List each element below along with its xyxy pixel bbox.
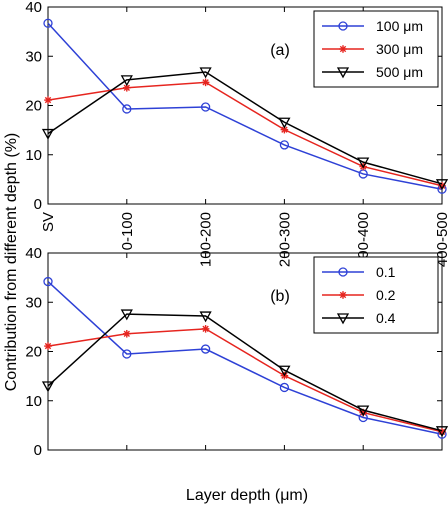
panel-2-y-tick-label: 30 [25,294,42,311]
panel-2-y-tick-label: 10 [25,393,42,410]
panel-1-legend-label-1: 100 μm [376,18,423,34]
x-axis-label: Layer depth (μm) [186,487,308,504]
panel-1-y-tick-label: 20 [25,98,42,115]
panel-2-series-3-point [435,426,448,438]
panel-2-legend-label-3: 0.4 [376,310,396,326]
panel-2-series-3-point [278,365,291,377]
panel-1-series-3-point [357,157,370,169]
panel-1-series-1-point [43,18,53,28]
panel-2-series-2-point [201,325,210,333]
panel-1-y-tick-label: 10 [25,147,42,164]
panel-1-series-2-point [44,96,52,104]
panel-1-label: (a) [270,42,290,59]
panel-1-series-3-point [278,117,291,129]
panel-1-series-2-point [201,78,210,87]
panel-1-series-3-point [41,128,55,140]
panel-2-series-1-line [47,281,443,435]
y-axis-label: Contribution from different depth (%) [3,133,20,392]
panel-2-series-1-point [43,276,53,287]
panel-2-series-3-point [41,381,55,393]
panel-1-legend-marker-3 [336,67,350,79]
panel-1-series-1-point [122,104,132,114]
panel-2-label: (b) [270,288,290,305]
panel-1-series-3-point [199,67,212,79]
panel-2-y-tick-label: 0 [34,442,42,459]
panel-1-series-3-line [47,71,443,185]
panel-1-legend-marker-2 [339,45,347,53]
panel-2-series-3-point [357,405,370,417]
panel-1-legend-label-3: 500 μm [376,64,423,80]
panel-1-legend-label-2: 300 μm [376,41,423,57]
panel-2-series-3-line [47,313,443,432]
panel-1-series-1-point [279,140,290,150]
panel-2-legend-marker-1 [338,267,348,277]
panel-2-series-2-point [123,329,131,338]
x-tick-label: 200-300 [276,212,293,267]
panel-2-legend-marker-2 [339,291,347,299]
x-tick-label: SV [40,212,57,232]
x-tick-label: 100-200 [198,212,215,267]
panel-1-series-2-line [47,81,443,187]
panel-2-series-2-line [47,328,443,433]
panel-1-legend-marker-1 [338,21,348,31]
panel-2-y-tick-label: 20 [25,344,42,361]
panel-2-series-1-point [200,344,211,354]
panel-2-legend-marker-3 [336,313,350,325]
panel-1-series-3-point [120,75,133,87]
x-tick-label: 0-100 [119,212,136,250]
panel-2-series-1-point [122,349,132,359]
panel-1-series-1-point [200,102,211,112]
panel-2-legend-label-2: 0.2 [376,287,396,303]
panel-2-y-tick-label: 40 [25,245,42,262]
panel-1-series-1-line [47,22,443,190]
panel-1-y-tick-label: 30 [25,48,42,65]
panel-1-y-tick-label: 0 [34,196,42,213]
panel-2-series-2-point [44,342,52,350]
panel-2-series-3-point [120,309,133,321]
panel-1-y-tick-label: 40 [25,0,42,16]
panel-1-series-3-point [435,179,448,191]
panel-2-series-3-point [199,311,212,323]
panel-2-series-1-point [279,382,290,393]
panel-2-legend-label-1: 0.1 [376,264,396,280]
